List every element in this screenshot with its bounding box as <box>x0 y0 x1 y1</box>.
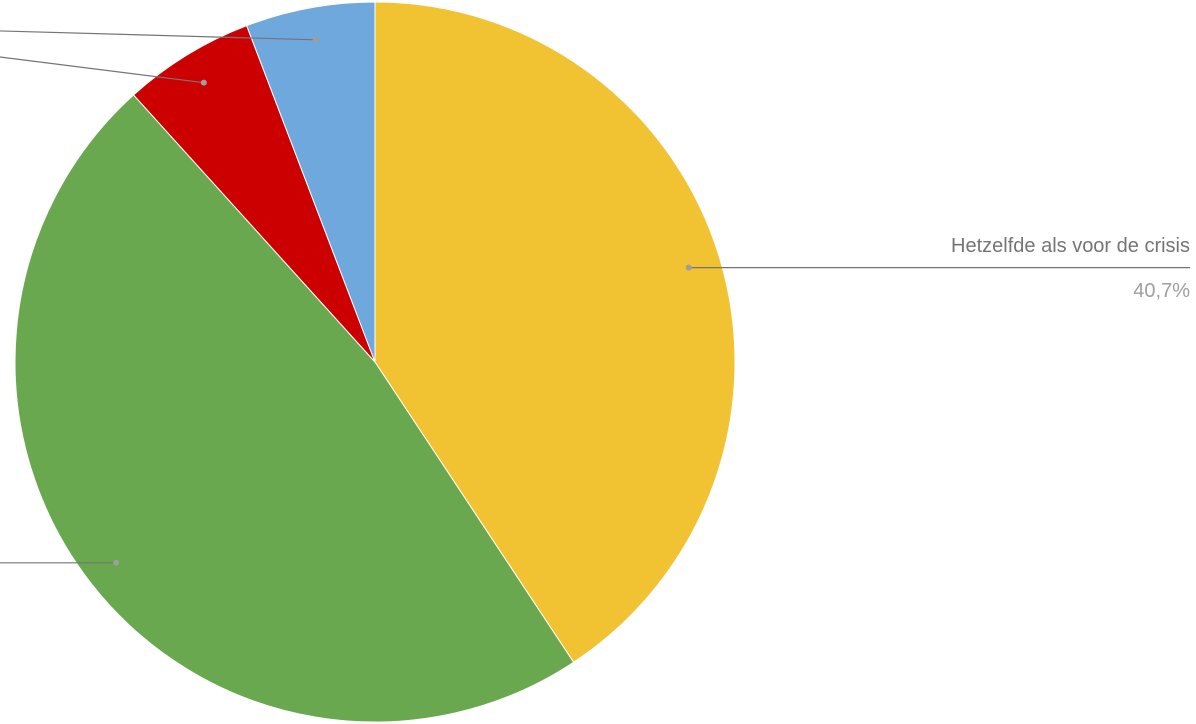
leader-line <box>0 30 316 41</box>
leader-dot <box>200 79 207 86</box>
leader-dot <box>312 36 319 43</box>
pie-slice <box>14 94 575 723</box>
slice-label: Hetzelfde als voor de crisis <box>951 235 1190 257</box>
leader-line <box>0 56 204 84</box>
leader-dot <box>113 559 120 566</box>
pie-slice <box>246 1 376 363</box>
leader-dot <box>685 264 692 271</box>
slice-value: 40,7% <box>1133 280 1190 302</box>
pie-slice <box>132 24 376 363</box>
